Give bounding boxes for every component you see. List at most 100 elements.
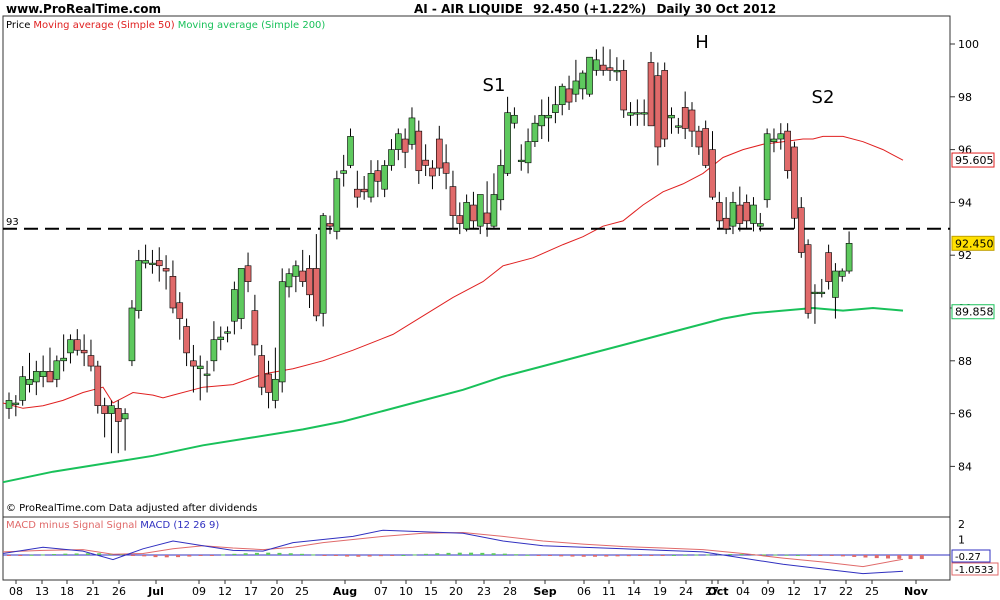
candle-body [497, 165, 505, 201]
candle-body [415, 130, 423, 172]
macd-hist-bar [807, 555, 812, 556]
candle-body [552, 104, 559, 113]
site-url[interactable]: www.ProRealTime.com [6, 2, 161, 16]
candle-body [340, 170, 347, 174]
y-tick-label: 84 [958, 460, 972, 473]
macd-hist-bar [784, 554, 789, 556]
x-tick-label: 15 [424, 585, 438, 598]
candle-body [586, 56, 593, 95]
macd-hist-bar [390, 555, 395, 556]
candle-body [19, 376, 26, 401]
candle-body [688, 109, 696, 132]
candle-body [511, 114, 518, 124]
data-credit: © ProRealTime.com Data adjusted after di… [6, 503, 258, 514]
candle-body [26, 378, 33, 385]
y-tick-label: 100 [958, 38, 979, 51]
candle-body [572, 80, 580, 95]
macd-hist-bar [311, 554, 316, 556]
candle-body [272, 378, 279, 401]
legend-price: Price [6, 20, 31, 31]
macd-hist-bar [705, 554, 710, 556]
y-tick-label: 86 [958, 408, 972, 421]
candle-body [634, 112, 641, 115]
macd-line [2, 529, 904, 575]
macd-hist-bar [254, 552, 259, 555]
x-tick-label: 17 [813, 585, 827, 598]
period-date: Daily 30 Oct 2012 [656, 2, 777, 16]
x-tick-label: 08 [9, 585, 23, 598]
x-tick-label: Oct [707, 585, 728, 598]
candle-body [46, 371, 54, 383]
candle-body [87, 355, 95, 367]
macd-hist-bar [85, 553, 90, 555]
candle-body [565, 88, 573, 103]
x-tick-label: 19 [653, 585, 667, 598]
candle-body [381, 165, 388, 190]
macd-hist-bar [615, 555, 620, 557]
y-tick-label: 88 [958, 355, 972, 368]
candle-body [825, 252, 832, 282]
macd-legend: MACD minus Signal Signal MACD (12 26 9) [6, 520, 222, 531]
last-price-tag-box [951, 235, 995, 251]
macd-hist-bar [840, 555, 845, 557]
candle-body [142, 260, 149, 264]
macd-hist-bar [660, 555, 665, 556]
candle-body [231, 289, 238, 322]
x-tick-label: 11 [602, 585, 616, 598]
candle-body [360, 188, 368, 193]
macd-hist-bar [164, 555, 169, 558]
candle-body [470, 204, 477, 222]
candle-body [313, 268, 320, 317]
macd-hist-bar [581, 555, 586, 557]
macd-hist-bar [378, 555, 383, 557]
candle-body [483, 212, 491, 224]
candle-body [306, 268, 313, 296]
candle-body [750, 204, 757, 224]
macd-hist-bar [683, 554, 688, 556]
price-legend: Price Moving average (Simple 50) Moving av… [6, 20, 328, 31]
candle-body [784, 130, 791, 172]
macd-hist-bar [221, 554, 226, 556]
candle-body [606, 67, 614, 71]
candle-body [647, 62, 655, 127]
macd-hist-bar [345, 555, 350, 557]
signal-last-box [951, 549, 991, 563]
legend-macd-signal: Signal [106, 520, 138, 531]
candle-body [668, 114, 675, 119]
candle-body [347, 136, 354, 166]
macd-hist-bar [874, 555, 879, 559]
macd-hist-bar [243, 553, 248, 555]
candle-body [162, 268, 170, 272]
pattern-label-s2: S2 [812, 87, 835, 108]
candle-body [33, 371, 40, 383]
ma50-price-tag: 95.605 [955, 154, 994, 167]
macd-hist-bar [446, 552, 451, 555]
x-tick-label: 04 [736, 585, 750, 598]
macd-hist-bar [130, 555, 135, 556]
candle-body [845, 243, 853, 272]
x-tick-label: 28 [503, 585, 517, 598]
candle-body [39, 371, 47, 377]
macd-hist-bar [277, 552, 282, 555]
x-tick-label: 12 [787, 585, 801, 598]
candle-body [504, 112, 511, 174]
candle-body [763, 133, 771, 201]
candle-body [388, 149, 395, 166]
candle-body [681, 107, 689, 129]
macd-hist-bar [108, 553, 113, 555]
candle-body [770, 138, 778, 142]
x-tick-label: 09 [192, 585, 206, 598]
macd-hist-bar [514, 554, 519, 556]
legend-ma50: Moving average (Simple 50) [33, 20, 175, 31]
candle-body [791, 146, 798, 219]
macd-hist-bar [176, 555, 181, 558]
macd-hist-bar [412, 554, 417, 556]
candle-body [640, 112, 648, 115]
candle-body [435, 138, 443, 169]
x-tick-label: Nov [904, 585, 929, 598]
candle-body [135, 260, 143, 311]
ma50-line [2, 135, 904, 409]
macd-hist-bar [762, 554, 767, 556]
x-tick-label: 17 [244, 585, 258, 598]
